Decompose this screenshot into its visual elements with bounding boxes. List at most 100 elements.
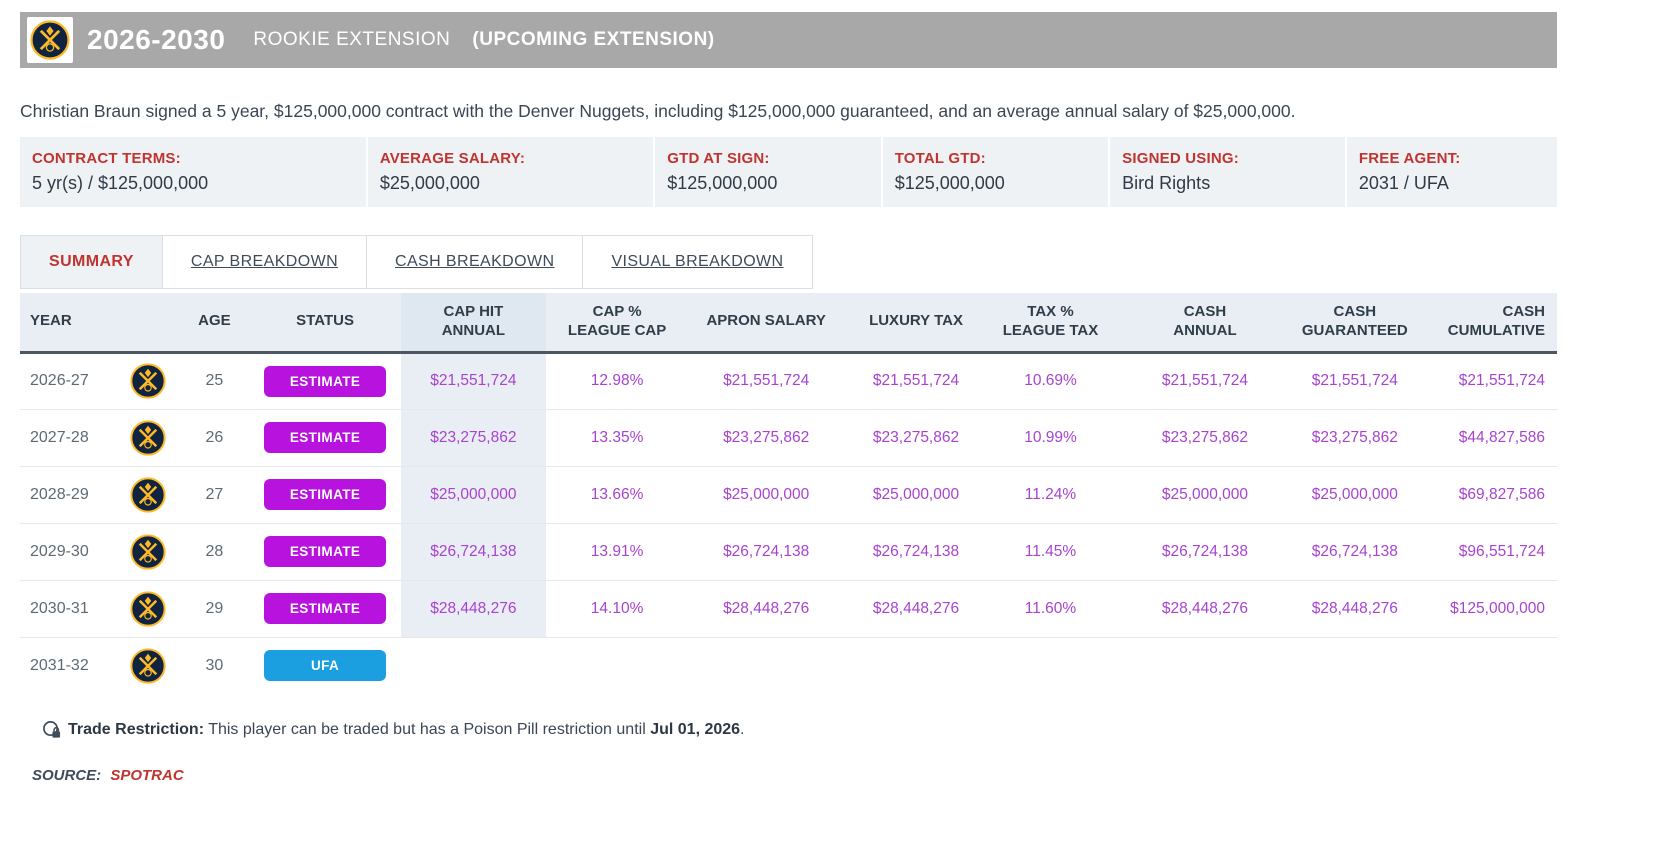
trade-restriction-text: Trade Restriction: This player can be tr… (68, 720, 745, 738)
cap-hit-cell: $21,551,724 (401, 352, 546, 409)
cash-annual-cell: $26,724,138 (1112, 522, 1298, 580)
tab-summary[interactable]: SUMMARY (21, 236, 163, 288)
cash-annual-cell: $23,275,862 (1112, 408, 1298, 466)
nuggets-logo-icon (130, 477, 166, 513)
team-logo-cell (115, 408, 180, 466)
contract-table-header: YEAR AGE STATUS CAP HIT ANNUAL CAP % LEAGU… (20, 293, 1557, 354)
tab-visual-breakdown[interactable]: VISUAL BREAKDOWN (583, 236, 812, 288)
cash-cumulative-cell (1412, 636, 1557, 694)
col-cash-guaranteed: CASH GUARANTEED (1297, 293, 1413, 354)
cash-cumulative-cell: $44,827,586 (1412, 408, 1557, 466)
tax-pct-cell: 11.24% (988, 465, 1113, 523)
col-luxury-tax: LUXURY TAX (843, 293, 989, 354)
age-cell: 29 (179, 579, 249, 637)
contract-summary-text: Christian Braun signed a 5 year, $125,00… (20, 101, 1296, 121)
breakdown-tabs: SUMMARY CAP BREAKDOWN CASH BREAKDOWN VIS… (20, 235, 813, 289)
nuggets-logo-icon (130, 591, 166, 627)
luxury-tax-cell: $25,000,000 (843, 465, 989, 523)
status-cell: UFA (248, 636, 402, 694)
col-age: AGE (179, 293, 249, 354)
apron-salary-cell (688, 636, 844, 694)
trade-restriction-lock-icon (43, 721, 61, 738)
cap-pct-cell: 13.91% (545, 522, 689, 580)
upcoming-extension-label: (UPCOMING EXTENSION) (472, 29, 715, 50)
cap-hit-cell: $26,724,138 (401, 522, 546, 580)
table-row: 2030-31 29 ESTIMATE $28,448,276 14.10% $… (20, 579, 1557, 637)
table-row: 2031-32 30 UFA (20, 636, 1557, 694)
year-cell: 2027-28 (20, 408, 116, 466)
tab-cap-breakdown[interactable]: CAP BREAKDOWN (162, 236, 368, 288)
luxury-tax-cell: $26,724,138 (843, 522, 989, 580)
tab-cash-breakdown[interactable]: CASH BREAKDOWN (367, 236, 584, 288)
term-value: 5 yr(s) / $125,000,000 (32, 173, 209, 193)
term-total-gtd: TOTAL GTD: $125,000,000 (880, 137, 1108, 207)
team-logo-cell (115, 636, 180, 694)
apron-salary-cell: $26,724,138 (688, 522, 844, 580)
year-cell: 2031-32 (20, 636, 116, 694)
cap-hit-cell: $23,275,862 (401, 408, 546, 466)
source-line: SOURCE: SPOTRAC (20, 767, 1557, 784)
cash-annual-cell: $28,448,276 (1112, 579, 1298, 637)
cap-hit-cell: $25,000,000 (401, 465, 546, 523)
contract-years: 2026-2030 (87, 24, 226, 55)
luxury-tax-cell: $21,551,724 (872, 372, 960, 389)
apron-salary-cell: $23,275,862 (688, 408, 844, 466)
tax-pct-cell: 11.60% (988, 579, 1113, 637)
year-cell: 2030-31 (20, 579, 116, 637)
col-apron-salary: APRON SALARY (688, 293, 844, 354)
contract-panel: 2026-2030 ROOKIE EXTENSION (UPCOMING EXT… (20, 12, 1557, 784)
cap-hit-cell (401, 636, 546, 694)
age-cell: 25 (205, 372, 224, 389)
col-cash-annual: CASH ANNUAL (1112, 293, 1298, 354)
term-value: $125,000,000 (894, 173, 1005, 193)
term-label: SIGNED USING: (1122, 150, 1239, 167)
cap-pct-cell (545, 636, 689, 694)
cap-pct-cell: 13.35% (545, 408, 689, 466)
term-average-salary: AVERAGE SALARY: $25,000,000 (365, 137, 653, 207)
nuggets-logo-icon (130, 648, 166, 684)
source-link[interactable]: SPOTRAC (110, 767, 184, 784)
contract-banner: 2026-2030 ROOKIE EXTENSION (UPCOMING EXT… (20, 12, 1557, 68)
team-logo-cell (115, 579, 180, 637)
cash-guaranteed-cell: $21,551,724 (1311, 372, 1398, 389)
luxury-tax-cell (843, 636, 989, 694)
cap-hit-cell: $28,448,276 (401, 579, 546, 637)
term-value: $125,000,000 (667, 173, 778, 193)
luxury-tax-cell: $28,448,276 (843, 579, 989, 637)
col-status: STATUS (248, 293, 402, 354)
source-label: SOURCE: (32, 767, 102, 784)
term-label: GTD AT SIGN: (667, 150, 770, 167)
contract-table-body: 2026-27 25 ESTIMATE $21,551,724 12.98% $… (20, 352, 1557, 694)
cash-guaranteed-cell: $23,275,862 (1297, 408, 1413, 466)
tax-pct-cell (988, 636, 1113, 694)
term-label: CONTRACT TERMS: (32, 150, 181, 167)
table-row: 2029-30 28 ESTIMATE $26,724,138 13.91% $… (20, 522, 1557, 580)
tax-pct-cell: 10.99% (988, 408, 1113, 466)
cash-annual-cell: $21,551,724 (1161, 372, 1249, 389)
tax-pct-cell: 10.69% (1024, 372, 1077, 389)
status-cell: ESTIMATE (248, 465, 402, 523)
col-year: YEAR (20, 293, 180, 354)
cap-pct-cell: 14.10% (545, 579, 689, 637)
table-row: 2026-27 25 ESTIMATE $21,551,724 12.98% $… (20, 352, 1557, 409)
cash-guaranteed-cell: $26,724,138 (1297, 522, 1413, 580)
status-badge: ESTIMATE (264, 422, 387, 453)
col-cash-cumulative: CASH CUMULATIVE (1412, 293, 1557, 354)
team-logo-cell (115, 465, 180, 523)
status-badge: UFA (264, 650, 387, 682)
nuggets-logo-icon (130, 420, 166, 456)
cash-guaranteed-cell: $28,448,276 (1297, 579, 1413, 637)
year-cell: 2029-30 (20, 522, 116, 580)
term-label: FREE AGENT: (1358, 150, 1461, 167)
cap-pct-cell: 13.66% (545, 465, 689, 523)
contract-table: YEAR AGE STATUS CAP HIT ANNUAL CAP % LEAGU… (20, 293, 1557, 694)
tax-pct-cell: 11.45% (988, 522, 1113, 580)
nuggets-logo-icon (30, 20, 70, 60)
contract-type-label: ROOKIE EXTENSION (253, 29, 451, 50)
year-cell: 2026-27 (30, 372, 89, 389)
cash-cumulative-cell: $21,551,724 (1458, 372, 1545, 389)
term-label: TOTAL GTD: (894, 150, 986, 167)
cash-guaranteed-cell: $25,000,000 (1297, 465, 1413, 523)
luxury-tax-cell: $23,275,862 (843, 408, 989, 466)
table-row: 2027-28 26 ESTIMATE $23,275,862 13.35% $… (20, 408, 1557, 466)
